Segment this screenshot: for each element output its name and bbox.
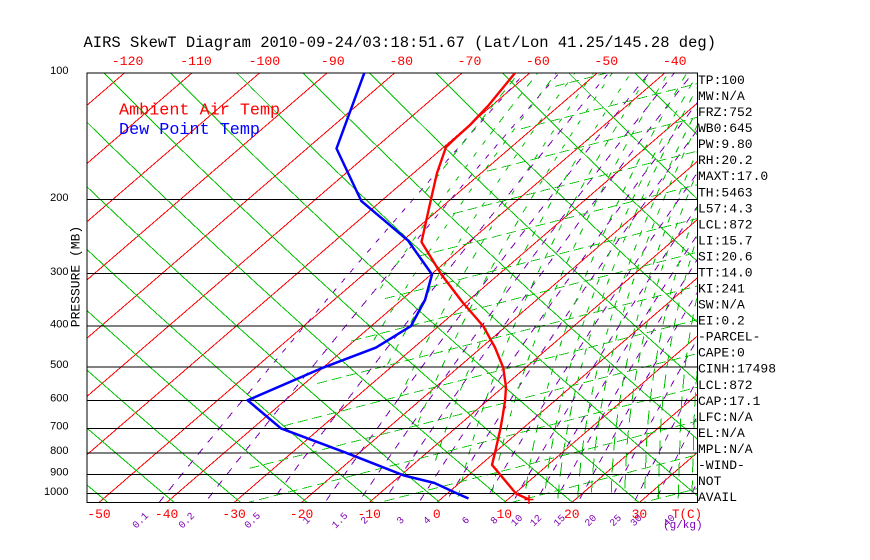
- svg-text:0: 0: [433, 507, 441, 522]
- svg-text:NOT: NOT: [698, 474, 722, 489]
- svg-text:-50: -50: [87, 507, 110, 522]
- svg-text:PW:9.80: PW:9.80: [698, 137, 753, 152]
- svg-text:100: 100: [50, 65, 68, 77]
- svg-text:-50: -50: [594, 54, 618, 69]
- svg-text:LFC:N/A: LFC:N/A: [698, 410, 753, 425]
- svg-text:400: 400: [50, 318, 68, 330]
- svg-text:RH:20.2: RH:20.2: [698, 153, 753, 168]
- svg-text:L57:4.3: L57:4.3: [698, 201, 753, 216]
- svg-text:LI:15.7: LI:15.7: [698, 233, 753, 248]
- svg-text:-60: -60: [526, 54, 550, 69]
- svg-text:900: 900: [50, 467, 68, 479]
- svg-text:-WIND-: -WIND-: [698, 458, 745, 473]
- svg-text:1000: 1000: [44, 486, 68, 498]
- svg-text:-20: -20: [290, 507, 313, 522]
- svg-text:(g/kg): (g/kg): [663, 520, 703, 532]
- svg-text:10: 10: [496, 507, 512, 522]
- svg-text:-70: -70: [458, 54, 482, 69]
- svg-text:800: 800: [50, 445, 68, 457]
- svg-text:TH:5463: TH:5463: [698, 185, 753, 200]
- svg-text:AVAIL: AVAIL: [698, 490, 737, 505]
- svg-text:MAXT:17.0: MAXT:17.0: [698, 169, 768, 184]
- svg-text:Ambient Air Temp: Ambient Air Temp: [119, 102, 280, 121]
- svg-text:-90: -90: [321, 54, 345, 69]
- svg-text:300: 300: [50, 266, 68, 278]
- svg-text:30: 30: [632, 507, 648, 522]
- svg-text:Dew Point Temp: Dew Point Temp: [119, 121, 260, 140]
- svg-text:TT:14.0: TT:14.0: [698, 266, 753, 281]
- svg-text:700: 700: [50, 421, 68, 433]
- svg-text:LCL:872: LCL:872: [698, 378, 753, 393]
- svg-text:20: 20: [564, 507, 580, 522]
- svg-text:PRESSURE (MB): PRESSURE (MB): [69, 226, 84, 327]
- svg-text:FRZ:752: FRZ:752: [698, 105, 753, 120]
- svg-text:600: 600: [50, 393, 68, 405]
- svg-text:CINH:17498: CINH:17498: [698, 362, 776, 377]
- svg-text:-100: -100: [249, 54, 281, 69]
- svg-text:CAPE:0: CAPE:0: [698, 346, 745, 361]
- svg-text:KI:241: KI:241: [698, 282, 745, 297]
- svg-text:MW:N/A: MW:N/A: [698, 89, 745, 104]
- svg-text:500: 500: [50, 359, 68, 371]
- svg-text:LCL:872: LCL:872: [698, 217, 753, 232]
- svg-text:CAP:17.1: CAP:17.1: [698, 394, 761, 409]
- svg-text:T(C): T(C): [672, 508, 702, 522]
- svg-text:-PARCEL-: -PARCEL-: [698, 330, 760, 345]
- svg-text:-30: -30: [222, 507, 245, 522]
- svg-text:-10: -10: [357, 507, 380, 522]
- svg-text:WB0:645: WB0:645: [698, 121, 753, 136]
- svg-text:-120: -120: [112, 54, 144, 69]
- svg-text:MPL:N/A: MPL:N/A: [698, 442, 753, 457]
- svg-text:SI:20.6: SI:20.6: [698, 249, 753, 264]
- svg-text:200: 200: [50, 192, 68, 204]
- svg-text:-80: -80: [389, 54, 413, 69]
- svg-text:-40: -40: [155, 507, 178, 522]
- svg-text:AIRS SkewT Diagram 2010-09-24/: AIRS SkewT Diagram 2010-09-24/03:18:51.6…: [84, 34, 717, 52]
- svg-text:-110: -110: [180, 54, 212, 69]
- svg-text:EI:0.2: EI:0.2: [698, 314, 745, 329]
- svg-text:EL:N/A: EL:N/A: [698, 426, 745, 441]
- svg-text:TP:100: TP:100: [698, 73, 745, 88]
- svg-text:-40: -40: [663, 54, 687, 69]
- svg-text:SW:N/A: SW:N/A: [698, 298, 745, 313]
